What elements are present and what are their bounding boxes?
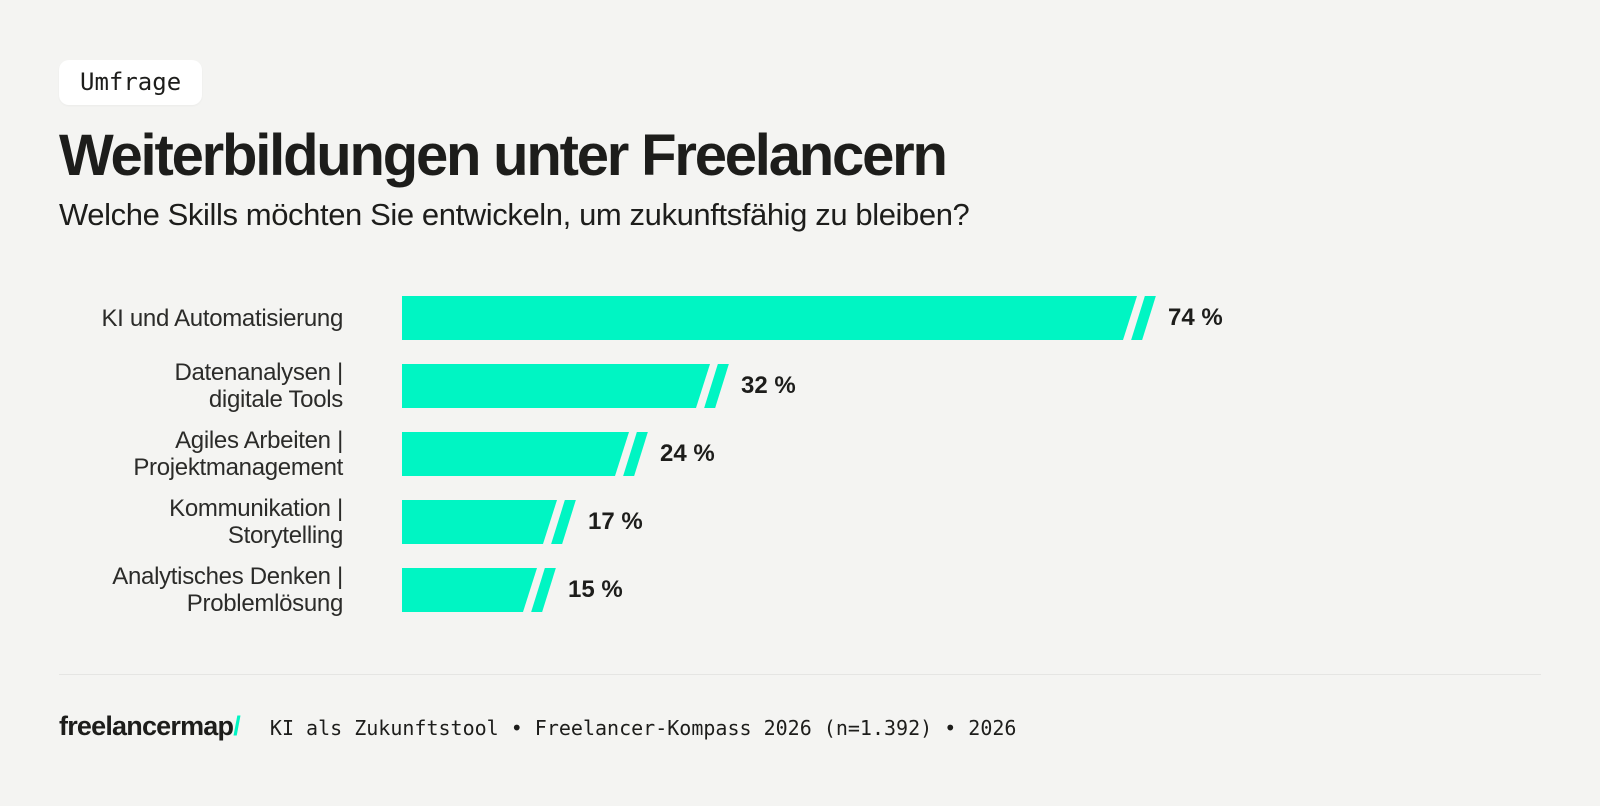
value-label: 15 % (568, 576, 623, 603)
chart-row: Analytisches Denken | Problemlösung 15 % (59, 563, 1541, 617)
bar-area: 24 % (402, 432, 715, 476)
logo-text: freelancermap (59, 711, 234, 741)
bar (402, 568, 537, 612)
category-label: Kommunikation | Storytelling (169, 495, 343, 549)
footer: freelancermap/ KI als Zukunftstool • Fre… (59, 711, 1541, 742)
bar-area: 32 % (402, 364, 796, 408)
category-label: Datenanalysen | digitale Tools (174, 359, 343, 413)
page-title: Weiterbildungen unter Freelancern (59, 123, 948, 188)
chart-row: Agiles Arbeiten | Projektmanagement 24 % (59, 427, 1541, 481)
bar (402, 500, 557, 544)
value-label: 24 % (660, 440, 715, 467)
category-badge: Umfrage (59, 60, 203, 105)
chart-row: KI und Automatisierung 74 % (59, 296, 1541, 340)
value-label: 32 % (741, 372, 796, 399)
chart-row: Kommunikation | Storytelling 17 % (59, 495, 1541, 549)
logo-slash-icon: / (233, 711, 240, 741)
source-text: KI als Zukunftstool • Freelancer-Kompass… (269, 716, 1017, 740)
category-label: Agiles Arbeiten | Projektmanagement (133, 427, 343, 481)
bar-area: 15 % (402, 568, 623, 612)
category-label: Analytisches Denken | Problemlösung (112, 563, 343, 617)
bar (402, 432, 629, 476)
page-subtitle: Welche Skills möchten Sie entwickeln, um… (59, 197, 970, 232)
bar (402, 296, 1137, 340)
category-label: KI und Automatisierung (101, 304, 343, 332)
bar-area: 17 % (402, 500, 643, 544)
freelancermap-logo: freelancermap/ (59, 711, 241, 742)
bar-chart: KI und Automatisierung 74 % Datenanalysen … (59, 296, 1541, 617)
bar (402, 364, 710, 408)
bar-area: 74 % (402, 296, 1223, 340)
footer-divider (59, 674, 1541, 675)
chart-row: Datenanalysen | digitale Tools 32 % (59, 359, 1541, 413)
value-label: 74 % (1168, 304, 1223, 331)
value-label: 17 % (588, 508, 643, 535)
